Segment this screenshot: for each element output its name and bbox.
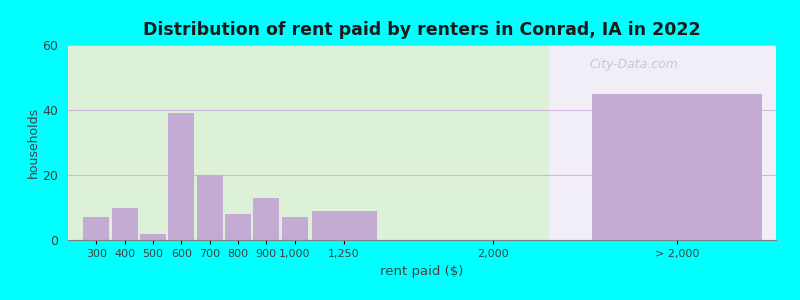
X-axis label: rent paid ($): rent paid ($): [380, 265, 464, 278]
Bar: [254, 198, 279, 240]
Bar: [225, 214, 251, 240]
Bar: [282, 217, 307, 240]
Bar: [197, 175, 222, 240]
Bar: [168, 113, 194, 240]
Text: City-Data.com: City-Data.com: [590, 58, 679, 71]
Bar: [140, 233, 166, 240]
Bar: [83, 217, 110, 240]
Bar: [112, 208, 138, 240]
Y-axis label: households: households: [26, 107, 40, 178]
Bar: [550, 45, 776, 240]
Bar: [311, 211, 377, 240]
Title: Distribution of rent paid by renters in Conrad, IA in 2022: Distribution of rent paid by renters in …: [143, 21, 701, 39]
Bar: [68, 45, 550, 240]
Bar: [592, 94, 762, 240]
